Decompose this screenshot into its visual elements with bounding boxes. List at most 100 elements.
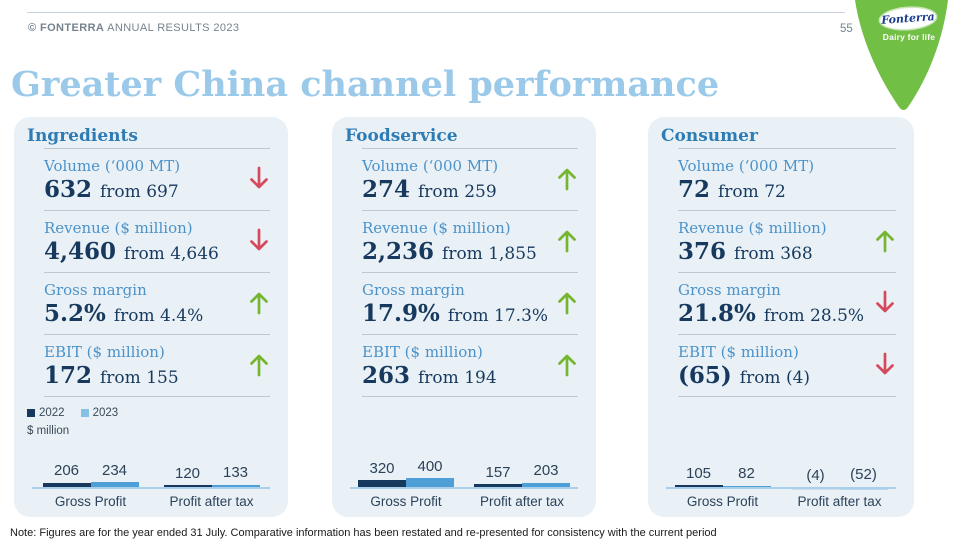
metric-row-volume: Volume (‘000 MT) 72 from 72 [678,149,896,211]
chart-group: 320 400 Gross Profit [348,431,464,509]
trend-arrow-icon [874,289,896,316]
metric-row-volume: Volume (‘000 MT) 632 from 697 [44,149,270,211]
bar-2023 [406,478,454,488]
metric-prior: from 4,646 [124,244,219,265]
metric-list: Volume (‘000 MT) 632 from 697 Revenue ($ … [44,148,270,397]
bar-value-label: 234 [101,461,128,479]
legend-unit: $ million [27,425,70,437]
metric-label: Gross margin [362,281,465,299]
metric-label: Volume (‘000 MT) [44,157,181,175]
bar-value-label: 400 [417,457,443,475]
category-label: Gross Profit [370,494,442,509]
bar-2023 [90,482,139,488]
metric-prior: from 155 [100,368,179,389]
bar-value-label: (4) [806,467,825,485]
page-title: Greater China channel performance [11,64,720,105]
trend-arrow-icon [874,227,896,254]
metric-prior: from 72 [718,182,786,203]
metric-value: (65) [678,362,732,390]
chart-baseline [32,487,270,489]
metric-value: 4,460 [44,238,117,266]
bar-value-label: 133 [222,464,249,482]
legend-label: 2023 [92,407,119,419]
metric-row-gross-margin: Gross margin 21.8% from 28.5% [678,273,896,335]
bar-2023 [211,484,260,488]
metric-label: Revenue ($ million) [362,219,511,237]
metric-label: EBIT ($ million) [362,343,483,361]
chart-legend: 2022 2023 $ million [27,407,118,437]
trend-arrow-icon [248,289,270,316]
metric-prior: from 697 [100,182,179,203]
metric-value: 2,236 [362,238,435,266]
bar-value-label: 206 [53,462,80,480]
page-number: 55 [840,23,853,35]
bar-value-label: 105 [685,464,712,482]
trend-arrow-icon [248,165,270,192]
trend-arrow-icon [556,351,578,378]
chart-baseline [350,487,578,489]
metric-row-ebit: EBIT ($ million) 263 from 194 [362,335,578,397]
bar-value-label: 157 [485,463,511,481]
metric-row-revenue: Revenue ($ million) 376 from 368 [678,211,896,273]
panel-title: Ingredients [27,126,138,146]
category-label: Gross Profit [54,494,127,509]
logo-tagline: Dairy for life [882,32,936,42]
panel-consumer: Consumer Volume (‘000 MT) 72 from 72 Reve… [648,117,914,517]
panel-title: Consumer [661,126,758,146]
bar-2022 [42,482,91,488]
metric-prior: from 17.3% [447,306,549,327]
metric-prior: from (4) [739,368,811,389]
fonterra-logo-drop: Fonterra Dairy for life [852,0,952,114]
category-label: Profit after tax [797,494,882,509]
bar-value-label: 203 [533,462,559,480]
metric-value: 376 [678,238,727,266]
metric-prior: from 259 [418,182,497,203]
bar-2022 [674,485,723,488]
panel-ingredients: Ingredients Volume (‘000 MT) 632 from 697… [14,117,288,517]
trend-arrow-icon [248,351,270,378]
copyright-rest: ANNUAL RESULTS 2023 [104,22,240,34]
metric-label: Gross margin [44,281,147,299]
metric-value: 21.8% [678,300,756,328]
metric-row-ebit: EBIT ($ million) 172 from 155 [44,335,270,397]
bar-2023 [722,485,771,488]
bar-value-label: (52) [850,466,877,484]
trend-arrow-icon [874,351,896,378]
metric-label: EBIT ($ million) [44,343,165,361]
metric-row-gross-margin: Gross margin 17.9% from 17.3% [362,273,578,335]
metric-row-revenue: Revenue ($ million) 2,236 from 1,855 [362,211,578,273]
category-label: Profit after tax [169,494,254,509]
metric-label: Volume (‘000 MT) [678,157,815,175]
bar-2022 [163,485,212,488]
metric-prior: from 368 [734,244,813,265]
copyright-brand: © FONTERRA [28,22,105,34]
legend-swatch-2022 [27,409,35,417]
category-label: Profit after tax [479,494,565,509]
metric-value: 5.2% [44,300,106,328]
bar-2022 [358,480,406,488]
metric-prior: from 1,855 [442,244,537,265]
metric-value: 72 [678,176,711,204]
metric-row-gross-margin: Gross margin 5.2% from 4.4% [44,273,270,335]
metric-label: Gross margin [678,281,781,299]
category-label: Gross Profit [686,494,759,509]
metric-prior: from 194 [418,368,497,389]
bar-2023 [522,482,570,488]
header-rule [27,12,845,13]
panel-foodservice: Foodservice Volume (‘000 MT) 274 from 259… [332,117,596,517]
chart-group: 206 234 Gross Profit [30,431,151,509]
legend-item-2023: 2023 [80,407,119,419]
panel-title: Foodservice [345,126,458,146]
bar-value-label: 82 [738,465,755,483]
legend-item-2022: 2022 [27,407,65,419]
metric-label: EBIT ($ million) [678,343,799,361]
trend-arrow-icon [556,227,578,254]
metric-row-ebit: EBIT ($ million) (65) from (4) [678,335,896,397]
fonterra-brand-text: Fonterra [880,10,936,27]
metric-label: Revenue ($ million) [678,219,827,237]
mini-bar-chart: 206 234 Gross Profit 120 133 Profit after tax [30,431,272,509]
metric-list: Volume (‘000 MT) 274 from 259 Revenue ($ … [362,148,578,397]
metric-value: 172 [44,362,93,390]
chart-group: 157 203 Profit after tax [464,431,580,509]
trend-arrow-icon [556,289,578,316]
